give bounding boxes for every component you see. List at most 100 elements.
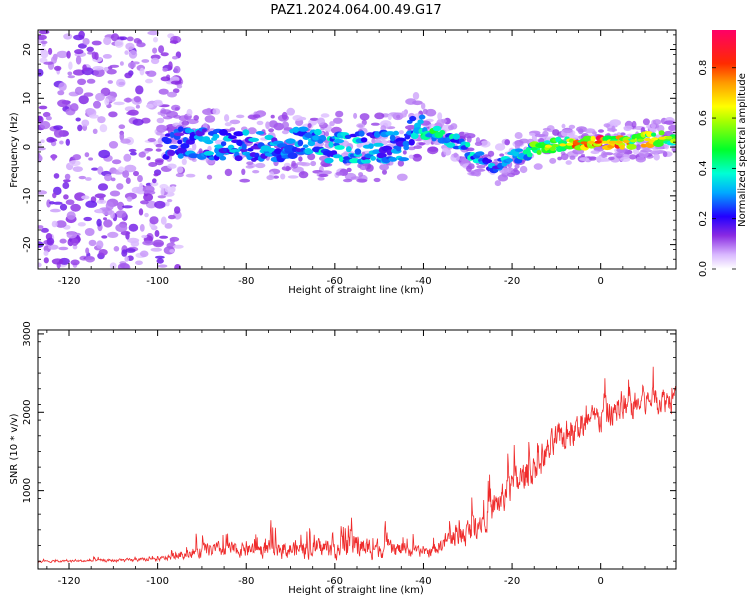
heatmap-cell bbox=[590, 135, 596, 142]
heatmap-cell bbox=[86, 78, 96, 84]
heatmap-cell bbox=[543, 140, 551, 145]
heatmap-cell bbox=[74, 86, 84, 95]
heatmap-cell bbox=[124, 264, 131, 269]
heatmap-cell bbox=[66, 231, 78, 239]
heatmap-cell bbox=[317, 117, 325, 126]
heatmap-cell bbox=[162, 67, 168, 72]
heatmap-cell bbox=[166, 199, 173, 203]
heatmap-cell bbox=[229, 119, 241, 125]
heatmap-cell bbox=[124, 50, 129, 55]
colorbar-label: Normalized spectral amplitude bbox=[737, 73, 748, 227]
heatmap-cell bbox=[136, 42, 146, 48]
heatmap-cell bbox=[281, 130, 289, 135]
heatmap-cell bbox=[122, 205, 133, 209]
heatmap-cell bbox=[514, 148, 524, 152]
heatmap-cell bbox=[138, 208, 144, 216]
snr-ticks: -120 -100 -80 -60 -40 -20 0 1000 2000 3000 bbox=[22, 321, 676, 587]
heatmap-cell bbox=[642, 118, 650, 126]
heatmap-cell bbox=[292, 126, 300, 133]
heatmap-cell bbox=[130, 240, 140, 247]
heatmap-cell bbox=[393, 130, 399, 136]
heatmap-cell bbox=[78, 95, 89, 105]
heatmap-cell bbox=[247, 127, 257, 135]
heatmap-cell bbox=[83, 216, 92, 222]
heatmap-cell bbox=[234, 155, 243, 162]
heatmap-cell bbox=[608, 140, 616, 144]
heatmap-cell bbox=[292, 115, 303, 121]
heatmap-cell bbox=[70, 203, 81, 212]
heatmap-cell bbox=[334, 145, 345, 150]
heatmap-cell bbox=[631, 120, 637, 129]
heatmap-cell bbox=[569, 155, 576, 160]
heatmap-cell bbox=[56, 50, 69, 59]
heatmap-cell bbox=[172, 88, 180, 94]
heatmap-cell bbox=[658, 136, 666, 140]
heatmap-cell bbox=[93, 68, 105, 77]
heatmap-cell bbox=[214, 144, 224, 149]
heatmap-cell bbox=[40, 40, 48, 45]
heatmap-cell bbox=[356, 123, 365, 128]
heatmap-cell bbox=[442, 147, 449, 153]
heatmap-cell bbox=[561, 123, 566, 129]
heatmap-cell bbox=[512, 152, 520, 157]
heatmap-cell bbox=[154, 200, 166, 209]
heatmap-cell bbox=[145, 71, 150, 75]
heatmap-cell bbox=[104, 174, 113, 182]
heatmap-cell bbox=[475, 137, 481, 144]
heatmap-cell bbox=[92, 128, 98, 134]
heatmap-cell bbox=[167, 150, 176, 156]
snr-line bbox=[38, 366, 676, 564]
heatmap-cell bbox=[38, 105, 48, 110]
heatmap-cell bbox=[386, 149, 393, 156]
heatmap-cell bbox=[563, 128, 573, 134]
heatmap-cell bbox=[302, 144, 309, 148]
heatmap-cell bbox=[628, 154, 637, 160]
heatmap-cell bbox=[81, 195, 90, 200]
heatmap-cell bbox=[54, 65, 62, 71]
heatmap-cell bbox=[85, 177, 92, 181]
heatmap-cell bbox=[582, 135, 593, 141]
heatmap-cell bbox=[363, 159, 371, 164]
heatmap-cell bbox=[70, 103, 79, 112]
heatmap-cell bbox=[590, 150, 600, 155]
heatmap-cell bbox=[409, 115, 417, 122]
heatmap-cell bbox=[133, 170, 139, 177]
heatmap-cell bbox=[329, 121, 335, 127]
heatmap-cell bbox=[97, 183, 109, 191]
heatmap-cell bbox=[526, 152, 533, 158]
heatmap-cell bbox=[236, 114, 245, 119]
heatmap-cell bbox=[40, 139, 45, 143]
heatmap-cell bbox=[310, 160, 317, 167]
heatmap-cell bbox=[280, 173, 286, 180]
y-tick-label: -20 bbox=[22, 236, 33, 252]
heatmap-cell bbox=[153, 101, 164, 107]
figure-title: PAZ1.2024.064.00.49.G17 bbox=[270, 3, 441, 18]
x-tick-label: 0 bbox=[597, 576, 603, 587]
heatmap-cell bbox=[305, 149, 314, 154]
heatmap-cell bbox=[193, 115, 199, 121]
heatmap-cell bbox=[144, 148, 153, 152]
heatmap-cell bbox=[408, 154, 414, 159]
heatmap-cell bbox=[268, 128, 274, 133]
heatmap-cell bbox=[246, 161, 254, 165]
heatmap-cell bbox=[255, 131, 265, 135]
heatmap-cell bbox=[465, 147, 475, 152]
heatmap-cell bbox=[97, 116, 106, 124]
heatmap-cell bbox=[402, 150, 407, 155]
heatmap-cell bbox=[552, 129, 560, 136]
heatmap-cell bbox=[155, 143, 163, 148]
heatmap-cell bbox=[176, 166, 184, 174]
x-tick-label: -40 bbox=[415, 576, 431, 587]
heatmap-cell bbox=[651, 132, 657, 137]
heatmap-cell bbox=[164, 223, 173, 229]
heatmap-cell bbox=[514, 132, 523, 139]
heatmap-cell bbox=[385, 131, 396, 136]
heatmap-cell bbox=[324, 131, 329, 137]
heatmap-cell bbox=[565, 160, 572, 165]
heatmap-cell bbox=[287, 152, 298, 159]
heatmap-cell bbox=[135, 85, 144, 95]
x-tick-label: -20 bbox=[504, 276, 520, 287]
heatmap-cell bbox=[176, 84, 183, 89]
heatmap-cell bbox=[43, 61, 54, 65]
